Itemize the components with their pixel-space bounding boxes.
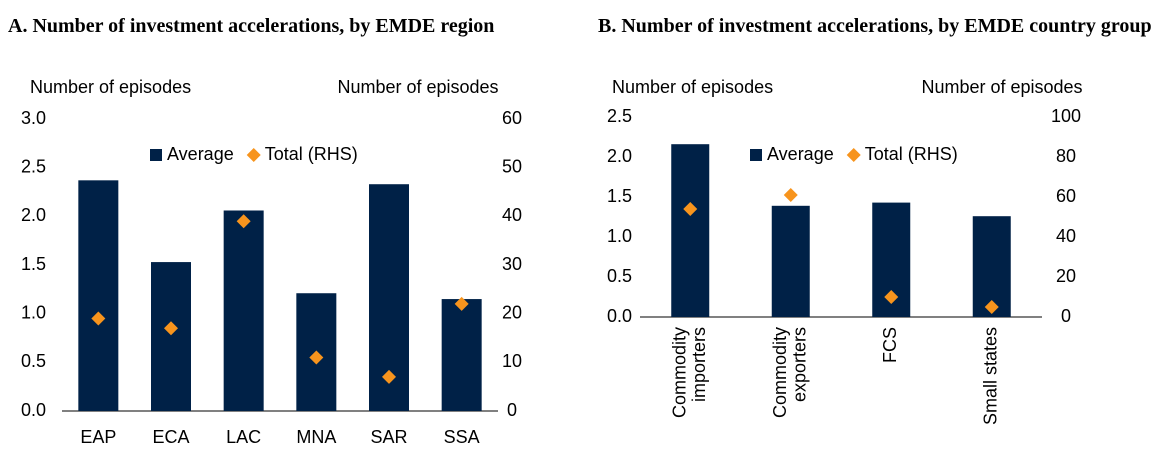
y-tick-label: 1.5: [21, 254, 46, 274]
y-tick-label: 3.0: [21, 108, 46, 128]
y2-tick-label: 50: [502, 156, 522, 176]
diamond-marker: [783, 188, 798, 202]
y2-tick-label: 40: [1056, 226, 1076, 246]
diamond-marker: [382, 369, 396, 384]
y2-tick-label: 30: [502, 254, 522, 274]
legend-label: Average: [767, 144, 834, 164]
x-tick-label: SAR: [370, 427, 407, 447]
bar: [671, 144, 710, 317]
diamond-marker: [683, 202, 698, 216]
y-tick-label: 0.5: [607, 266, 632, 286]
y2-tick-label: 20: [1056, 266, 1076, 286]
y2-tick-label: 60: [502, 108, 522, 128]
legend-swatch: [246, 148, 261, 162]
chart-title: B. Number of investment accelerations, b…: [598, 15, 1152, 37]
y-axis-title: Number of episodes: [612, 77, 773, 97]
legend-label: Average: [167, 144, 234, 164]
legend-label: Total (RHS): [265, 144, 358, 164]
y-tick-label: 2.0: [21, 205, 46, 225]
bar: [78, 180, 119, 411]
x-tick-label: FCS: [880, 327, 900, 363]
x-tick-label: Commodityexporters: [770, 327, 810, 418]
y-tick-label: 0.5: [21, 351, 46, 371]
y2-tick-label: 10: [502, 351, 522, 371]
y2-axis-title: Number of episodes: [337, 77, 498, 97]
chart-title: A. Number of investment accelerations, b…: [8, 15, 495, 37]
diamond-marker: [236, 214, 251, 229]
y2-tick-label: 0: [507, 400, 517, 420]
y-tick-label: 1.0: [21, 302, 46, 322]
y-tick-label: 0.0: [607, 306, 632, 326]
y2-tick-label: 20: [502, 302, 522, 322]
x-tick-label: Small states: [981, 327, 1001, 425]
legend-swatch: [750, 149, 762, 161]
y-tick-label: 0.0: [21, 400, 46, 420]
diamond-marker: [984, 300, 999, 314]
bar: [151, 262, 191, 411]
y-tick-label: 1.0: [607, 226, 632, 246]
legend-swatch: [846, 148, 861, 162]
diamond-marker: [454, 296, 469, 311]
diamond-marker: [91, 311, 106, 326]
y-tick-label: 2.0: [607, 146, 632, 166]
y2-tick-label: 40: [502, 205, 522, 225]
bar: [441, 299, 482, 411]
x-tick-label: ECA: [152, 427, 189, 447]
y2-axis-title: Number of episodes: [921, 77, 1082, 97]
x-tick-label: LAC: [226, 427, 261, 447]
y-tick-label: 2.5: [607, 106, 632, 126]
diamond-marker: [164, 321, 178, 336]
diamond-marker: [884, 290, 899, 304]
y2-tick-label: 80: [1056, 146, 1076, 166]
diamond-marker: [309, 350, 324, 365]
y-tick-label: 2.5: [21, 156, 46, 176]
x-tick-label: SSA: [444, 427, 480, 447]
y2-tick-label: 100: [1051, 106, 1081, 126]
y-tick-label: 1.5: [607, 186, 632, 206]
y2-tick-label: 0: [1061, 306, 1071, 326]
legend-label: Total (RHS): [865, 144, 958, 164]
y-axis-title: Number of episodes: [30, 77, 191, 97]
y2-tick-label: 60: [1056, 186, 1076, 206]
x-tick-label: MNA: [296, 427, 336, 447]
x-tick-label: EAP: [80, 427, 116, 447]
x-tick-label: Commodityimporters: [669, 327, 709, 418]
legend-swatch: [150, 149, 162, 161]
bar: [223, 210, 264, 411]
bar: [771, 205, 810, 317]
